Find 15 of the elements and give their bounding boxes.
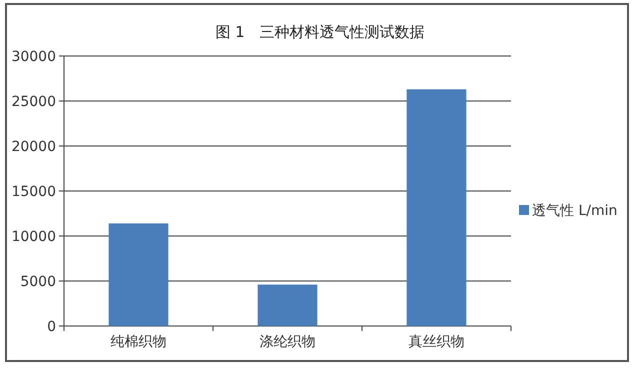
x-tick-label: 真丝织物 xyxy=(408,334,464,350)
y-tick-label: 20000 xyxy=(11,139,56,155)
bar xyxy=(406,89,466,326)
bar xyxy=(258,284,318,326)
y-tick-label: 15000 xyxy=(11,184,56,200)
y-tick-label: 0 xyxy=(47,319,56,335)
x-tick-label: 涤纶织物 xyxy=(260,334,316,350)
y-tick-label: 5000 xyxy=(20,274,56,290)
legend-label: 透气性 L/min xyxy=(532,203,618,219)
y-tick-label: 10000 xyxy=(11,229,56,245)
chart-title: 图 1 三种材料透气性测试数据 xyxy=(215,23,425,41)
y-tick-label: 25000 xyxy=(11,94,56,110)
y-tick-label: 30000 xyxy=(11,49,56,65)
bar xyxy=(108,223,168,326)
x-tick-label: 纯棉织物 xyxy=(110,334,166,350)
